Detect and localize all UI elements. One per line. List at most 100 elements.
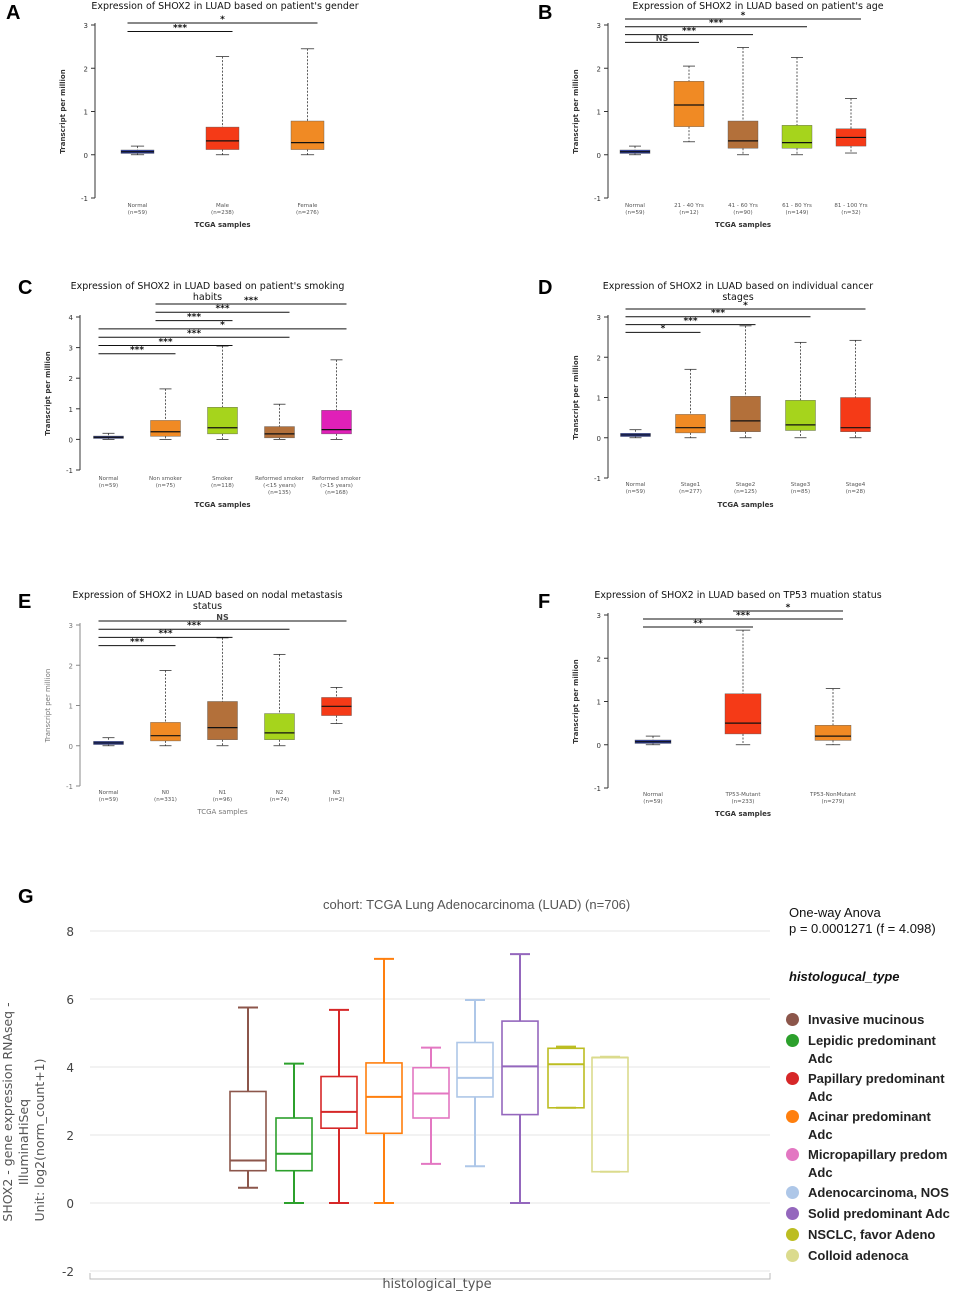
category-label: 21 - 40 Yrs (674, 203, 704, 209)
category-label: 41 - 60 Yrs (728, 203, 758, 209)
y-tick-label: 3 (69, 622, 73, 630)
panel-a: A Expression of SHOX2 in LUAD based on p… (0, 0, 470, 245)
category-label: Smoker (212, 476, 234, 482)
x-axis-label: TCGA samples (196, 808, 248, 816)
category-n: (n=331) (154, 797, 177, 803)
box-0 (229, 1090, 267, 1172)
y-tick-label: -2 (62, 1265, 74, 1279)
category-label: Stage4 (846, 482, 866, 488)
significance-label: NS (216, 613, 229, 622)
category-n: (n=59) (626, 489, 645, 495)
category-label: TP53-Mutant (724, 792, 761, 798)
category-n: (n=135) (268, 490, 291, 496)
category-n: (n=90) (733, 210, 752, 216)
significance-label: NS (656, 34, 669, 43)
legend-item: Micropapillary predom Adc (786, 1146, 955, 1182)
y-tick-label: 1 (597, 395, 601, 403)
significance-label: *** (709, 19, 723, 29)
y-tick-label: 1 (69, 703, 73, 711)
box-2 (207, 701, 238, 740)
y-tick-label: -1 (594, 785, 601, 793)
y-tick-label: 0 (597, 435, 601, 443)
category-n: (n=75) (156, 483, 175, 489)
legend-label: NSCLC, favor Adeno (808, 1227, 936, 1242)
y-tick-label: 3 (597, 22, 601, 30)
category-label: N1 (219, 790, 227, 796)
significance-label: * (220, 321, 225, 331)
panel-g: G cohort: TCGA Lung Adenocarcinoma (LUAD… (0, 880, 955, 1293)
category-label: Normal (99, 476, 119, 482)
legend-item: NSCLC, favor Adeno (786, 1226, 955, 1244)
legend-label: Invasive mucinous (808, 1012, 925, 1027)
y-tick-label: -1 (81, 195, 88, 203)
legend-label: Micropapillary predom Adc (808, 1147, 948, 1180)
category-n: (n=59) (99, 483, 118, 489)
legend-swatch (786, 1148, 799, 1161)
box-2 (814, 725, 852, 741)
y-tick-label: -1 (594, 195, 601, 203)
box-plot-c: -1 0 1 2 3 4 Transcript per million TCGA sample… (44, 296, 362, 509)
category-label: 61 - 80 Yrs (782, 203, 812, 209)
panel-d: D Expression of SHOX2 in LUAD based on i… (483, 275, 955, 525)
significance-label: *** (187, 312, 201, 322)
y-tick-label: 2 (597, 354, 601, 362)
y-tick-label: 0 (66, 1197, 74, 1211)
category-n: (n=32) (841, 210, 860, 216)
y-tick-label: 1 (84, 109, 88, 117)
y-tick-label: 2 (84, 65, 88, 73)
y-tick-label: -1 (66, 783, 73, 791)
box-3 (264, 426, 295, 439)
category-n: (n=74) (270, 797, 289, 803)
significance-label: *** (130, 637, 144, 647)
category-label: Male (216, 203, 230, 209)
category-n: (n=233) (732, 799, 755, 805)
significance-label: *** (173, 23, 187, 33)
y-tick-label: 0 (597, 152, 601, 160)
box-plot-b: -1 0 1 2 3 Transcript per million TCGA samples… (572, 11, 868, 229)
category-n: (n=279) (822, 799, 845, 805)
category-n: (n=85) (791, 489, 810, 495)
category-n: (n=59) (128, 210, 147, 216)
y-tick-label: 6 (66, 993, 74, 1007)
chart-title: cohort: TCGA Lung Adenocarcinoma (LUAD) … (323, 897, 631, 912)
significance-label: * (741, 11, 746, 21)
significance-label: * (661, 324, 666, 334)
category-n: (n=96) (213, 797, 232, 803)
category-sublabel: (<15 years) (263, 483, 296, 489)
category-sublabel: (>15 years) (320, 483, 353, 489)
y-axis-label-line: IlluminaHiSeq (16, 1099, 31, 1185)
legend-swatch (786, 1034, 799, 1047)
y-axis-label: Transcript per million (572, 69, 580, 153)
box-2 (207, 407, 238, 435)
box-2 (727, 120, 759, 149)
significance-label: * (743, 301, 748, 311)
significance-label: *** (683, 316, 697, 326)
box-2 (320, 1075, 358, 1130)
y-tick-label: 3 (84, 22, 88, 30)
significance-label: *** (130, 346, 144, 356)
significance-label: *** (187, 329, 201, 339)
legend-label: Colloid adenoca (808, 1248, 909, 1263)
significance-label: *** (711, 309, 725, 319)
box-4 (840, 397, 871, 432)
legend-swatch (786, 1249, 799, 1262)
box-1 (724, 693, 762, 735)
category-label: Stage3 (791, 482, 811, 488)
category-n: (n=277) (679, 489, 702, 495)
y-tick-label: 0 (84, 152, 88, 160)
panel-label: C (18, 277, 33, 299)
y-tick-label: 3 (69, 345, 73, 353)
legend-swatch (786, 1072, 799, 1085)
category-n: (n=28) (846, 489, 865, 495)
category-label: N2 (276, 790, 284, 796)
category-n: (n=125) (734, 489, 757, 495)
category-n: (n=12) (679, 210, 698, 216)
y-tick-label: 2 (66, 1129, 74, 1143)
legend-label: Solid predominant Adc (808, 1206, 950, 1221)
x-axis-label: TCGA samples (715, 221, 771, 229)
stat-test-name: One-way Anova (789, 905, 881, 920)
panel-label: D (538, 277, 553, 299)
legend-item: Acinar predominant Adc (786, 1108, 955, 1144)
legend-item: Papillary predominant Adc (786, 1070, 955, 1106)
box-1 (205, 126, 240, 150)
